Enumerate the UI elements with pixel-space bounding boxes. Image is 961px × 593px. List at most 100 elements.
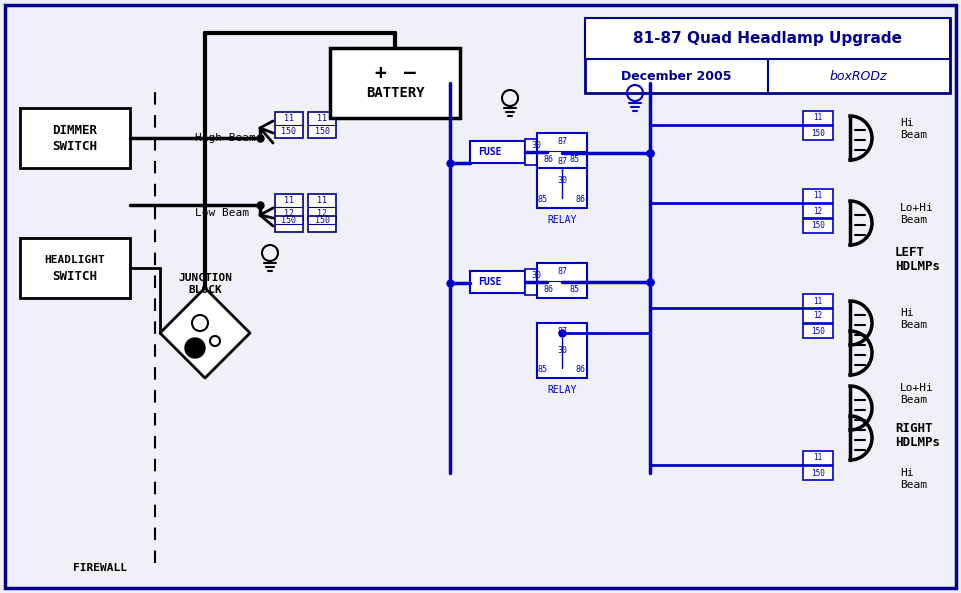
Bar bbox=[803, 111, 833, 125]
Text: Beam: Beam bbox=[900, 395, 927, 405]
Bar bbox=[537, 323, 587, 378]
Text: 87: 87 bbox=[557, 266, 567, 276]
Text: –: – bbox=[405, 63, 416, 82]
Bar bbox=[275, 216, 303, 232]
Text: 11: 11 bbox=[813, 296, 823, 305]
Text: 85: 85 bbox=[538, 365, 548, 375]
Text: 87: 87 bbox=[557, 136, 567, 145]
Text: FIREWALL: FIREWALL bbox=[73, 563, 127, 573]
Text: JUNCTION: JUNCTION bbox=[178, 273, 232, 283]
Text: Beam: Beam bbox=[900, 320, 927, 330]
Text: HDLMPs: HDLMPs bbox=[895, 260, 940, 273]
Text: BATTERY: BATTERY bbox=[366, 86, 425, 100]
Text: 150: 150 bbox=[811, 327, 825, 336]
Text: HDLMPs: HDLMPs bbox=[895, 435, 940, 448]
Text: 12: 12 bbox=[317, 209, 327, 218]
Bar bbox=[308, 194, 336, 220]
Bar bbox=[803, 189, 833, 203]
Text: 11: 11 bbox=[284, 114, 294, 123]
Text: RIGHT: RIGHT bbox=[895, 422, 932, 435]
Text: SWITCH: SWITCH bbox=[53, 139, 97, 152]
Bar bbox=[20, 238, 130, 298]
Text: 11: 11 bbox=[317, 196, 327, 205]
Text: Beam: Beam bbox=[900, 130, 927, 140]
Text: 85: 85 bbox=[538, 196, 548, 205]
Text: FUSE: FUSE bbox=[479, 147, 502, 157]
Text: 81-87 Quad Headlamp Upgrade: 81-87 Quad Headlamp Upgrade bbox=[633, 31, 902, 46]
Text: BLOCK: BLOCK bbox=[188, 285, 222, 295]
Text: 150: 150 bbox=[314, 127, 330, 136]
Bar bbox=[275, 194, 303, 220]
Text: DIMMER: DIMMER bbox=[53, 123, 97, 136]
Text: 11: 11 bbox=[813, 192, 823, 200]
Text: HEADLIGHT: HEADLIGHT bbox=[44, 255, 106, 265]
Bar bbox=[803, 204, 833, 218]
Bar bbox=[803, 466, 833, 480]
Bar bbox=[470, 141, 525, 163]
Text: 86: 86 bbox=[576, 365, 586, 375]
Text: 150: 150 bbox=[811, 222, 825, 231]
Text: 11: 11 bbox=[317, 114, 327, 123]
Circle shape bbox=[185, 338, 205, 358]
Bar bbox=[803, 219, 833, 233]
Text: 12: 12 bbox=[813, 206, 823, 215]
Text: boxRODz: boxRODz bbox=[830, 70, 888, 83]
Text: 30: 30 bbox=[557, 176, 567, 185]
Text: 87: 87 bbox=[557, 157, 567, 165]
Text: 86: 86 bbox=[576, 196, 586, 205]
Bar bbox=[537, 263, 587, 298]
Text: 30: 30 bbox=[531, 141, 541, 150]
Bar bbox=[803, 126, 833, 140]
Text: Beam: Beam bbox=[900, 480, 927, 490]
Bar bbox=[803, 451, 833, 465]
Bar bbox=[803, 294, 833, 308]
Text: Hi: Hi bbox=[900, 118, 914, 128]
Text: SWITCH: SWITCH bbox=[53, 269, 97, 282]
Text: 86: 86 bbox=[544, 155, 554, 164]
Bar bbox=[308, 112, 336, 138]
Text: 86: 86 bbox=[544, 285, 554, 294]
Text: Lo+Hi: Lo+Hi bbox=[900, 383, 934, 393]
Bar bbox=[308, 216, 336, 232]
Text: 150: 150 bbox=[811, 468, 825, 477]
Polygon shape bbox=[160, 288, 250, 378]
Text: RELAY: RELAY bbox=[548, 385, 577, 395]
Bar bbox=[525, 139, 547, 165]
Text: 12: 12 bbox=[813, 311, 823, 320]
Text: 30: 30 bbox=[531, 271, 541, 280]
Text: 11: 11 bbox=[813, 454, 823, 463]
Bar bbox=[803, 324, 833, 338]
Text: 87: 87 bbox=[557, 327, 567, 336]
Text: 11: 11 bbox=[284, 196, 294, 205]
Text: 12: 12 bbox=[284, 209, 294, 218]
Text: 85: 85 bbox=[570, 155, 580, 164]
Text: 150: 150 bbox=[282, 216, 297, 225]
Bar bbox=[20, 108, 130, 168]
Bar bbox=[330, 48, 460, 118]
Bar bbox=[525, 269, 547, 295]
Text: FUSE: FUSE bbox=[479, 277, 502, 287]
Text: Beam: Beam bbox=[900, 215, 927, 225]
Bar bbox=[470, 271, 525, 293]
Text: 150: 150 bbox=[811, 129, 825, 138]
Bar bbox=[275, 112, 303, 138]
Text: Lo+Hi: Lo+Hi bbox=[900, 203, 934, 213]
Text: LEFT: LEFT bbox=[895, 247, 925, 260]
Text: Low Beam: Low Beam bbox=[195, 208, 249, 218]
Text: High Beam: High Beam bbox=[195, 133, 256, 143]
Text: Hi: Hi bbox=[900, 308, 914, 318]
Text: RELAY: RELAY bbox=[548, 215, 577, 225]
Bar bbox=[537, 153, 587, 208]
Text: 150: 150 bbox=[314, 216, 330, 225]
Text: +: + bbox=[374, 63, 386, 82]
Bar bbox=[537, 133, 587, 168]
Text: 11: 11 bbox=[813, 113, 823, 123]
Text: 85: 85 bbox=[570, 285, 580, 294]
Text: December 2005: December 2005 bbox=[621, 70, 731, 83]
Bar bbox=[803, 309, 833, 323]
Text: 30: 30 bbox=[557, 346, 567, 355]
Bar bbox=[585, 18, 950, 93]
Bar bbox=[585, 18, 950, 59]
Text: 150: 150 bbox=[282, 127, 297, 136]
Text: Hi: Hi bbox=[900, 468, 914, 478]
